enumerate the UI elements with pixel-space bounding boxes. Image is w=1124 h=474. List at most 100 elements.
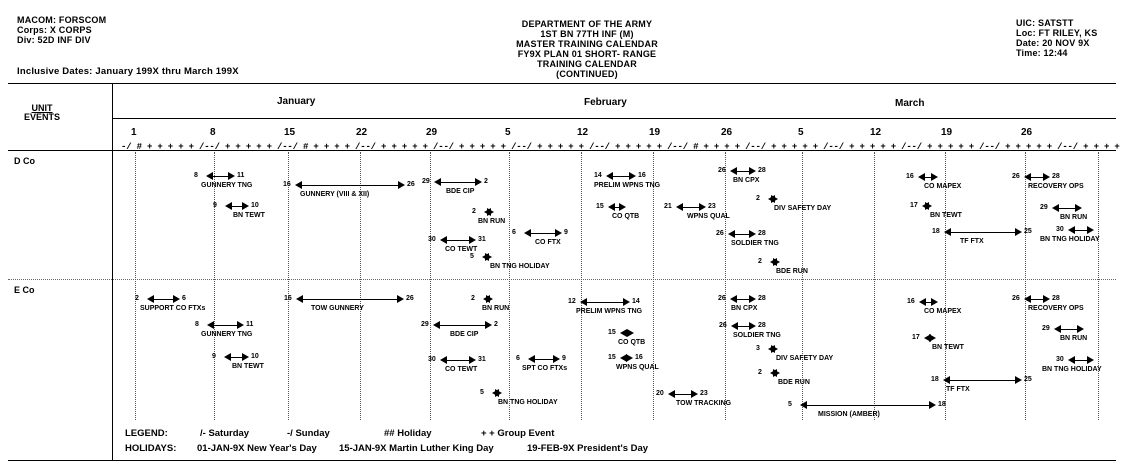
event-start-day: 8 xyxy=(195,321,199,328)
event-label: SUPPORT CO FTXs xyxy=(140,305,206,312)
event-label: BN TEWT xyxy=(932,344,964,351)
arrow-left-icon xyxy=(1068,356,1075,364)
event-duration-bar xyxy=(736,171,750,172)
week-gridline xyxy=(360,152,361,420)
event-duration-bar xyxy=(1074,230,1088,231)
event-duration-bar xyxy=(924,177,932,178)
arrow-right-icon xyxy=(929,401,936,409)
event-end-day: 23 xyxy=(700,390,708,397)
arrow-left-icon xyxy=(296,295,303,303)
event-label: CO MAPEX xyxy=(924,183,962,190)
dept-line: DEPARTMENT OF THE ARMY xyxy=(521,19,653,29)
event-label: PRELIM WPNS TNG xyxy=(594,182,661,189)
event-start-day: 15 xyxy=(608,329,616,336)
event-label: SOLDIER TNG xyxy=(733,332,781,339)
arrow-right-icon xyxy=(553,355,560,363)
arrow-right-icon xyxy=(397,295,404,303)
arrow-left-icon xyxy=(440,356,447,364)
week-gridline xyxy=(581,152,582,420)
event-duration-bar xyxy=(212,176,229,177)
arrow-right-icon xyxy=(773,369,780,377)
arrow-left-icon xyxy=(206,172,213,180)
arrow-left-icon xyxy=(943,376,950,384)
event-label: CO TEWT xyxy=(445,246,478,253)
week-gridline xyxy=(288,152,289,420)
week-day-label: 5 xyxy=(798,127,804,138)
arrow-left-icon xyxy=(918,173,925,181)
event-label: BN RUN xyxy=(1060,335,1088,342)
arrow-right-icon xyxy=(1043,295,1050,303)
event-start-day: 2 xyxy=(758,258,762,265)
event-label: BN CPX xyxy=(731,305,758,312)
arrow-left-icon xyxy=(295,181,302,189)
event-label: BDE CIP xyxy=(450,331,479,338)
event-end-day: 18 xyxy=(938,401,946,408)
event-start-day: 2 xyxy=(756,195,760,202)
event-label: GUNNERY TNG xyxy=(201,331,253,338)
event-end-day: 9 xyxy=(562,355,566,362)
event-start-day: 5 xyxy=(480,389,484,396)
event-duration-bar xyxy=(586,302,624,303)
event-duration-bar xyxy=(230,357,243,358)
uic-line: UIC: SATSTT xyxy=(1016,18,1074,28)
corps-line: Corps: X CORPS xyxy=(17,25,92,35)
event-end-day: 10 xyxy=(251,202,259,209)
event-label: WPNS QUAL xyxy=(616,364,659,371)
arrow-right-icon xyxy=(749,322,756,330)
event-end-day: 14 xyxy=(632,298,640,305)
event-start-day: 29 xyxy=(421,321,429,328)
event-duration-bar xyxy=(302,299,398,300)
arrow-right-icon xyxy=(1015,376,1022,384)
day-tick-row: -/ # + + + + + /--/ + + + + + /--/ # + +… xyxy=(121,142,1124,152)
week-gridline xyxy=(725,152,726,420)
event-start-day: 26 xyxy=(718,167,726,174)
arrow-right-icon xyxy=(749,167,756,175)
arrow-left-icon xyxy=(620,354,627,362)
event-label: BN TNG HOLIDAY xyxy=(490,263,550,270)
event-label: PRELIM WPNS TNG xyxy=(576,308,643,315)
bn-line: 1ST BN 77TH INF (M) xyxy=(540,29,634,39)
event-start-day: 26 xyxy=(1012,173,1020,180)
event-duration-bar xyxy=(1060,329,1078,330)
week-gridline xyxy=(653,152,654,420)
event-label: BN RUN xyxy=(478,218,506,225)
arrow-right-icon xyxy=(475,178,482,186)
arrow-right-icon xyxy=(237,321,244,329)
week-gridline xyxy=(1098,152,1099,420)
event-label: SPT CO FTXs xyxy=(522,365,568,372)
date-line: Date: 20 NOV 9X xyxy=(1016,38,1090,48)
unit-d-co: D Co xyxy=(14,156,35,166)
week-day-label: 15 xyxy=(284,127,296,138)
event-start-day: 29 xyxy=(1042,325,1050,332)
arrow-left-icon xyxy=(528,355,535,363)
event-start-day: 16 xyxy=(907,298,915,305)
arrow-left-icon xyxy=(225,202,232,210)
event-label: CO QTB xyxy=(612,213,640,220)
arrow-right-icon xyxy=(773,258,780,266)
event-duration-bar xyxy=(1058,208,1076,209)
event-label: BN TEWT xyxy=(930,212,962,219)
week-gridline xyxy=(214,152,215,420)
event-duration-bar xyxy=(446,360,470,361)
arrow-right-icon xyxy=(749,230,756,238)
legend-holiday: ## Holiday xyxy=(384,428,432,439)
arrow-left-icon xyxy=(730,167,737,175)
inclusive-dates: Inclusive Dates: January 199X thru March… xyxy=(17,66,239,77)
event-start-day: 18 xyxy=(932,228,940,235)
event-start-day: 2 xyxy=(135,295,139,302)
arrow-right-icon xyxy=(486,295,493,303)
events-word: EVENTS xyxy=(23,112,60,122)
event-duration-bar xyxy=(614,207,620,208)
unit-separator xyxy=(8,279,1116,280)
week-day-label: 8 xyxy=(210,127,216,138)
month-february: February xyxy=(584,97,627,108)
event-start-day: 20 xyxy=(656,390,664,397)
event-end-day: 28 xyxy=(758,230,766,237)
event-start-day: 2 xyxy=(471,295,475,302)
event-start-day: 26 xyxy=(719,322,727,329)
week-day-label: 12 xyxy=(870,127,882,138)
unit-e-co: E Co xyxy=(14,285,35,295)
div-line: Div: 52D INF DIV xyxy=(17,35,91,45)
arrow-left-icon xyxy=(580,298,587,306)
week-day-label: 29 xyxy=(426,127,438,138)
